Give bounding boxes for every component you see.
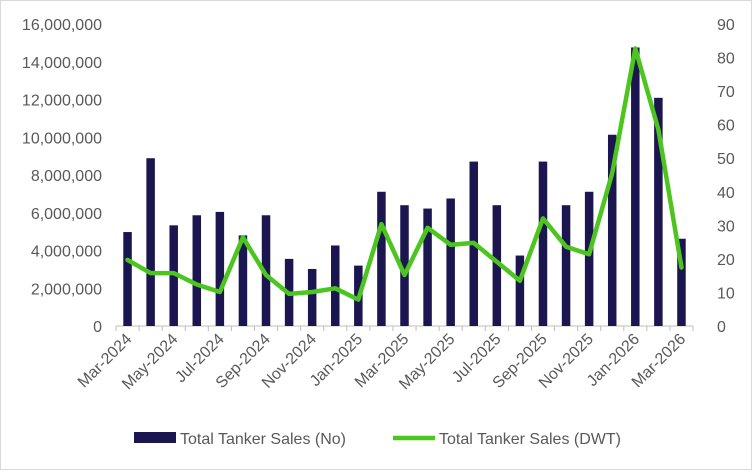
y-right-tick-label: 20 <box>717 252 735 269</box>
bar <box>515 255 525 326</box>
y-left-tick-label: 8,000,000 <box>31 168 102 185</box>
legend-swatch-no <box>134 432 176 443</box>
y-right-tick-label: 40 <box>717 185 735 202</box>
y-left-tick-label: 6,000,000 <box>31 206 102 223</box>
bar <box>146 158 155 326</box>
bar <box>654 97 663 326</box>
bar-series <box>123 47 686 326</box>
bar <box>307 268 317 326</box>
bar <box>631 47 640 326</box>
y-right-tick-label: 30 <box>717 218 735 235</box>
y-left-tick-label: 16,000,000 <box>22 17 102 34</box>
bar <box>423 208 432 326</box>
y-right-tick-label: 70 <box>717 84 735 101</box>
y-right-tick-label: 60 <box>717 118 735 135</box>
bar <box>123 232 132 326</box>
bar <box>377 191 386 326</box>
y-left-tick-label: 10,000,000 <box>22 130 102 147</box>
y-left-tick-label: 0 <box>93 319 102 336</box>
bar <box>238 235 248 326</box>
y-right-tick-label: 90 <box>717 17 735 34</box>
bar <box>215 211 225 326</box>
legend-label-dwt: Total Tanker Sales (DWT) <box>439 431 621 448</box>
bar <box>607 134 617 326</box>
bar <box>584 191 594 326</box>
bar <box>492 205 502 326</box>
y-right-tick-label: 80 <box>717 51 735 68</box>
y-right-tick-label: 50 <box>717 151 735 168</box>
bar <box>561 205 571 326</box>
y-left-tick-label: 12,000,000 <box>22 93 102 110</box>
y-right-tick-label: 10 <box>717 285 735 302</box>
bar <box>261 215 271 326</box>
y-right-tick-label: 0 <box>717 319 726 336</box>
bar <box>192 215 202 326</box>
y-left-tick-label: 2,000,000 <box>31 281 102 298</box>
bar <box>446 198 455 326</box>
bar <box>538 161 548 326</box>
bar <box>677 238 686 326</box>
series-line-dwt <box>125 46 684 302</box>
bar <box>331 245 340 326</box>
y-left-tick-label: 4,000,000 <box>31 244 102 261</box>
bar <box>169 225 178 326</box>
y-left-tick-label: 14,000,000 <box>22 55 102 72</box>
legend-label-no: Total Tanker Sales (No) <box>180 431 346 448</box>
legend: Total Tanker Sales (No) Total Tanker Sale… <box>134 431 621 448</box>
bar <box>400 205 409 326</box>
line-series <box>125 46 684 302</box>
